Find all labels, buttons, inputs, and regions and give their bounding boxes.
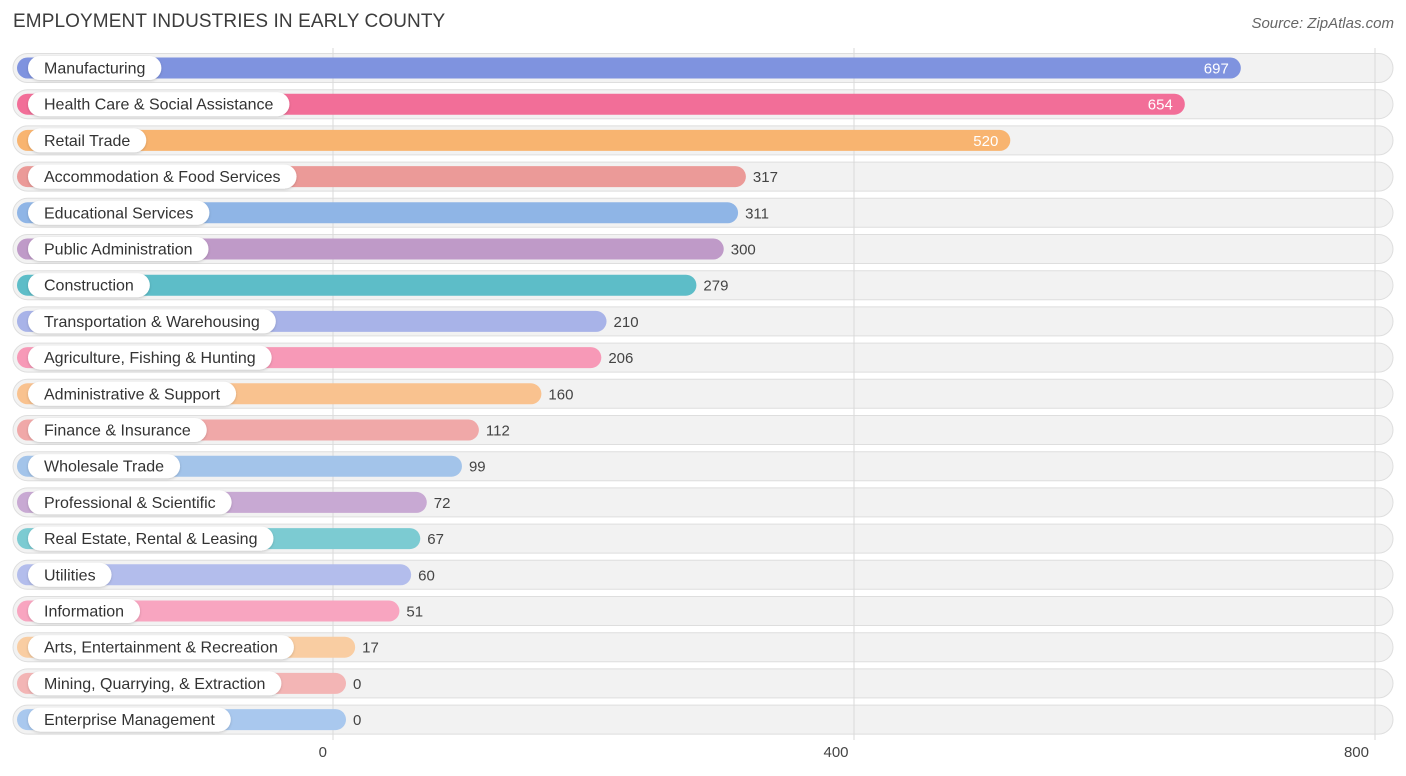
category-label-pill [28,562,112,587]
x-tick-label: 0 [319,744,327,761]
category-label-pill [28,418,207,442]
bar [17,129,1011,151]
x-tick-label: 400 [823,744,848,761]
bar-track [12,704,1394,735]
value-label: 654 [1148,97,1173,114]
category-label: Health Care & Social Assistance [44,97,274,114]
category-label: Accommodation & Food Services [44,169,281,186]
value-label: 51 [406,604,423,621]
category-label: Enterprise Management [44,712,215,729]
category-label-pill [28,454,181,479]
value-label: 311 [745,205,769,222]
value-label: 210 [614,314,639,331]
category-label: Public Administration [44,242,193,259]
value-label: 520 [973,133,998,150]
value-label: 72 [434,495,451,512]
value-label: 0 [353,676,361,693]
category-label-pill [28,164,297,189]
category-label-pill [28,381,237,406]
value-label: 697 [1204,61,1229,78]
category-label: Real Estate, Rental & Leasing [44,531,257,548]
category-label: Information [44,604,124,621]
value-label: 0 [353,712,361,729]
category-label: Retail Trade [44,133,130,150]
bar-track [12,668,1394,699]
category-label: Transportation & Warehousing [44,314,260,331]
category-label: Agriculture, Fishing & Hunting [44,350,256,367]
category-label: Educational Services [44,205,193,222]
category-label-pill [28,490,232,515]
value-label: 17 [362,640,379,657]
bar [17,274,697,296]
category-label-pill [28,200,210,225]
value-label: 279 [703,278,728,295]
category-label: Construction [44,278,134,295]
category-label: Mining, Quarrying, & Extraction [44,676,265,693]
category-label-pill [28,345,272,370]
chart-source: Source: ZipAtlas.com [1251,15,1394,32]
category-label: Administrative & Support [44,386,221,403]
category-label: Professional & Scientific [44,495,216,512]
value-label: 160 [548,386,573,403]
value-label: 317 [753,169,778,186]
bar [17,57,1241,79]
x-tick-label: 800 [1344,744,1369,761]
category-label-pill [28,237,209,261]
value-label: 206 [608,350,633,367]
value-label: 300 [731,242,756,259]
category-label-pill [28,526,274,551]
value-label: 60 [418,567,435,584]
bar-track [12,632,1394,663]
bar [17,564,412,586]
category-label-pill [28,671,282,696]
value-label: 112 [486,423,510,440]
value-label: 99 [469,459,486,476]
category-label: Manufacturing [44,61,145,78]
category-label-pill [28,599,141,623]
category-label: Utilities [44,567,96,584]
value-label: 67 [427,531,444,548]
bar [17,93,1185,115]
category-label-pill [28,707,231,732]
category-label: Arts, Entertainment & Recreation [44,640,278,657]
category-label-pill [28,635,294,660]
chart-title: EMPLOYMENT INDUSTRIES IN EARLY COUNTY [13,11,446,32]
category-label-pill [28,56,162,80]
category-label: Wholesale Trade [44,459,164,476]
category-label-pill [28,309,276,334]
category-label: Finance & Insurance [44,423,191,440]
category-label-pill [28,92,290,117]
category-label-pill [28,273,150,298]
category-label-pill [28,128,147,153]
